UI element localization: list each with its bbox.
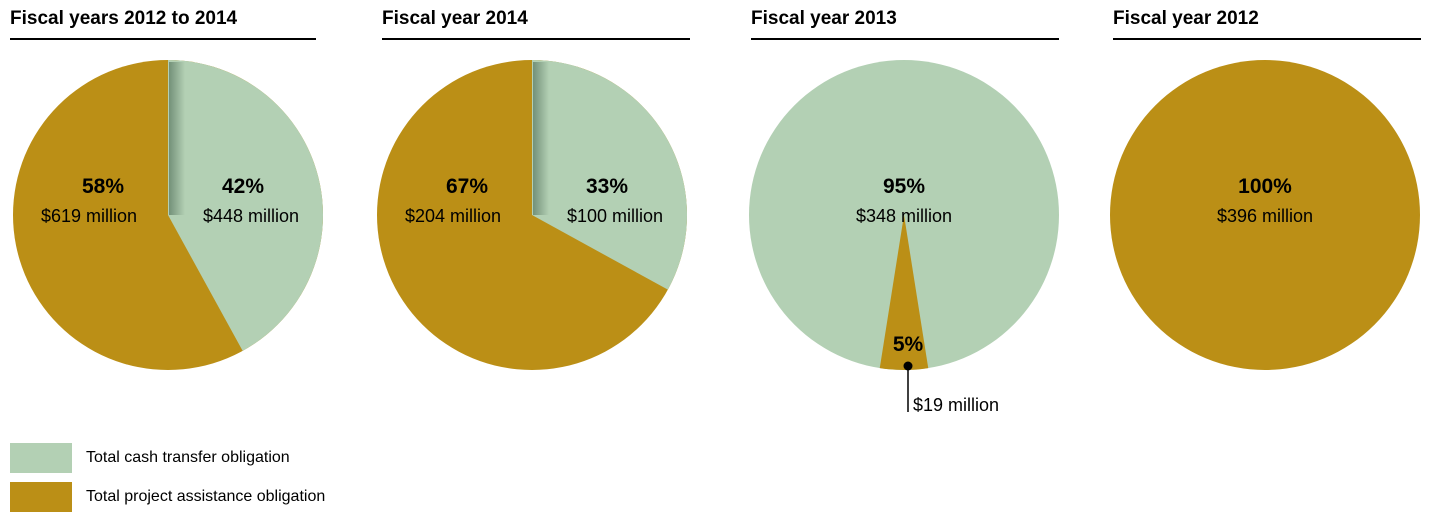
slice-percent-label: 100% xyxy=(1238,175,1292,198)
slice-value-label: $19 million xyxy=(913,395,999,415)
panel-title-fy2012: Fiscal year 2012 xyxy=(1113,8,1421,40)
slice-percent-label: 33% xyxy=(586,175,628,198)
slice-edge-shadow xyxy=(533,62,549,215)
legend-swatch-project-assistance xyxy=(10,482,72,512)
slice-percent-label: 5% xyxy=(893,333,924,356)
slice-percent-label: 67% xyxy=(446,175,488,198)
slice-percent-label: 95% xyxy=(883,175,925,198)
slice-value-label: $204 million xyxy=(405,206,501,226)
slice-value-label: $348 million xyxy=(856,206,952,226)
slice-percent-label: 42% xyxy=(222,175,264,198)
legend-swatch-cash-transfer xyxy=(10,443,72,473)
slice-value-label: $396 million xyxy=(1217,206,1313,226)
slice-edge-shadow xyxy=(169,62,185,215)
pie-slice-project-assistance xyxy=(1110,60,1420,370)
pie-chart-4: 100% $396 million xyxy=(1110,60,1420,370)
panel-title-fy2013: Fiscal year 2013 xyxy=(751,8,1059,40)
pie-chart-2: 33% $100 million 67% $204 million xyxy=(377,60,688,370)
slice-value-label: $619 million xyxy=(41,206,137,226)
legend-label-project-assistance: Total project assistance obligation xyxy=(86,488,326,505)
legend-label-cash-transfer: Total cash transfer obligation xyxy=(86,449,290,466)
panel-title-fy2014: Fiscal year 2014 xyxy=(382,8,690,40)
pie-chart-1: 42% $448 million 58% $619 million xyxy=(13,60,324,370)
slice-percent-label: 58% xyxy=(82,175,124,198)
pie-slice-project-assistance xyxy=(879,215,929,370)
pie-slice-cash-transfer xyxy=(532,60,688,290)
slice-value-label: $100 million xyxy=(567,206,663,226)
pie-slice-cash-transfer xyxy=(168,60,324,351)
panel-title-fy2012-2014: Fiscal years 2012 to 2014 xyxy=(10,8,316,40)
slice-value-label: $448 million xyxy=(203,206,299,226)
pie-chart-3: 95% $348 million 5% $19 million xyxy=(749,60,1059,415)
